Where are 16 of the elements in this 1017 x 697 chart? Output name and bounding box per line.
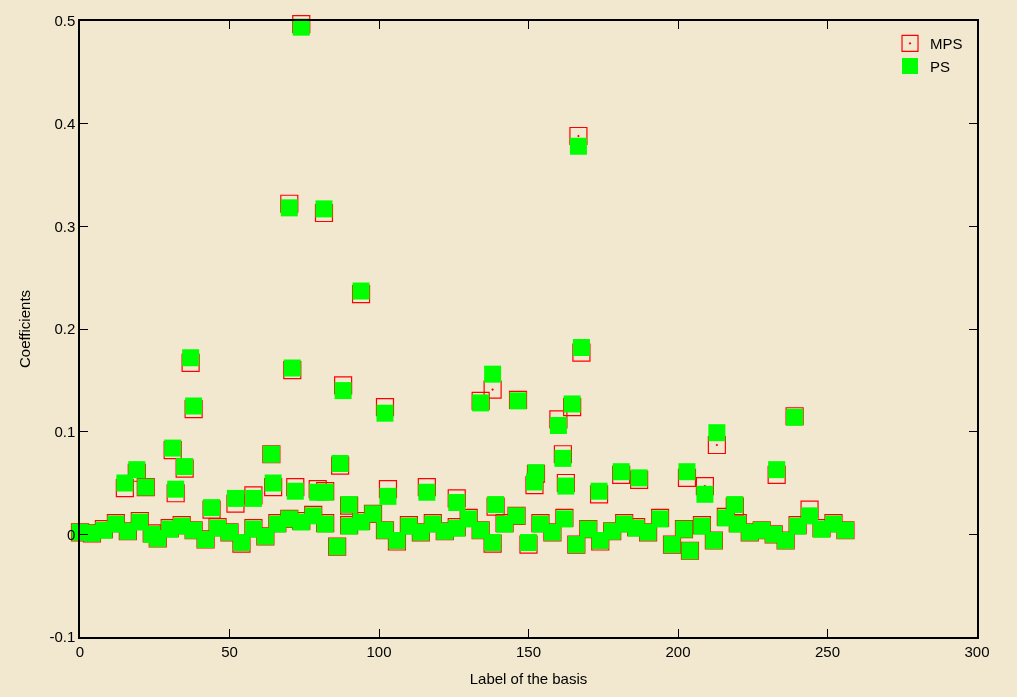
legend-label: MPS	[930, 35, 963, 53]
legend-label: PS	[930, 57, 951, 75]
x-tick-label: 150	[515, 642, 542, 660]
y-tick-label: -0.1	[49, 628, 76, 646]
y-tick-label: 0.4	[54, 114, 76, 132]
x-tick-label: 50	[221, 642, 238, 660]
x-tick-label: 250	[814, 642, 841, 660]
x-tick-label: 200	[665, 642, 691, 660]
x-tick-label: 300	[964, 642, 990, 660]
y-tick-label: 0.1	[54, 422, 76, 440]
x-axis-title: Label of the basis	[469, 670, 588, 688]
y-axis-title: Coefficients	[16, 289, 34, 369]
y-tick-label: 0.5	[54, 12, 76, 30]
x-tick-label: 100	[366, 642, 392, 660]
y-tick-label: 0.3	[54, 217, 76, 235]
y-tick-label: 0.2	[54, 320, 76, 338]
